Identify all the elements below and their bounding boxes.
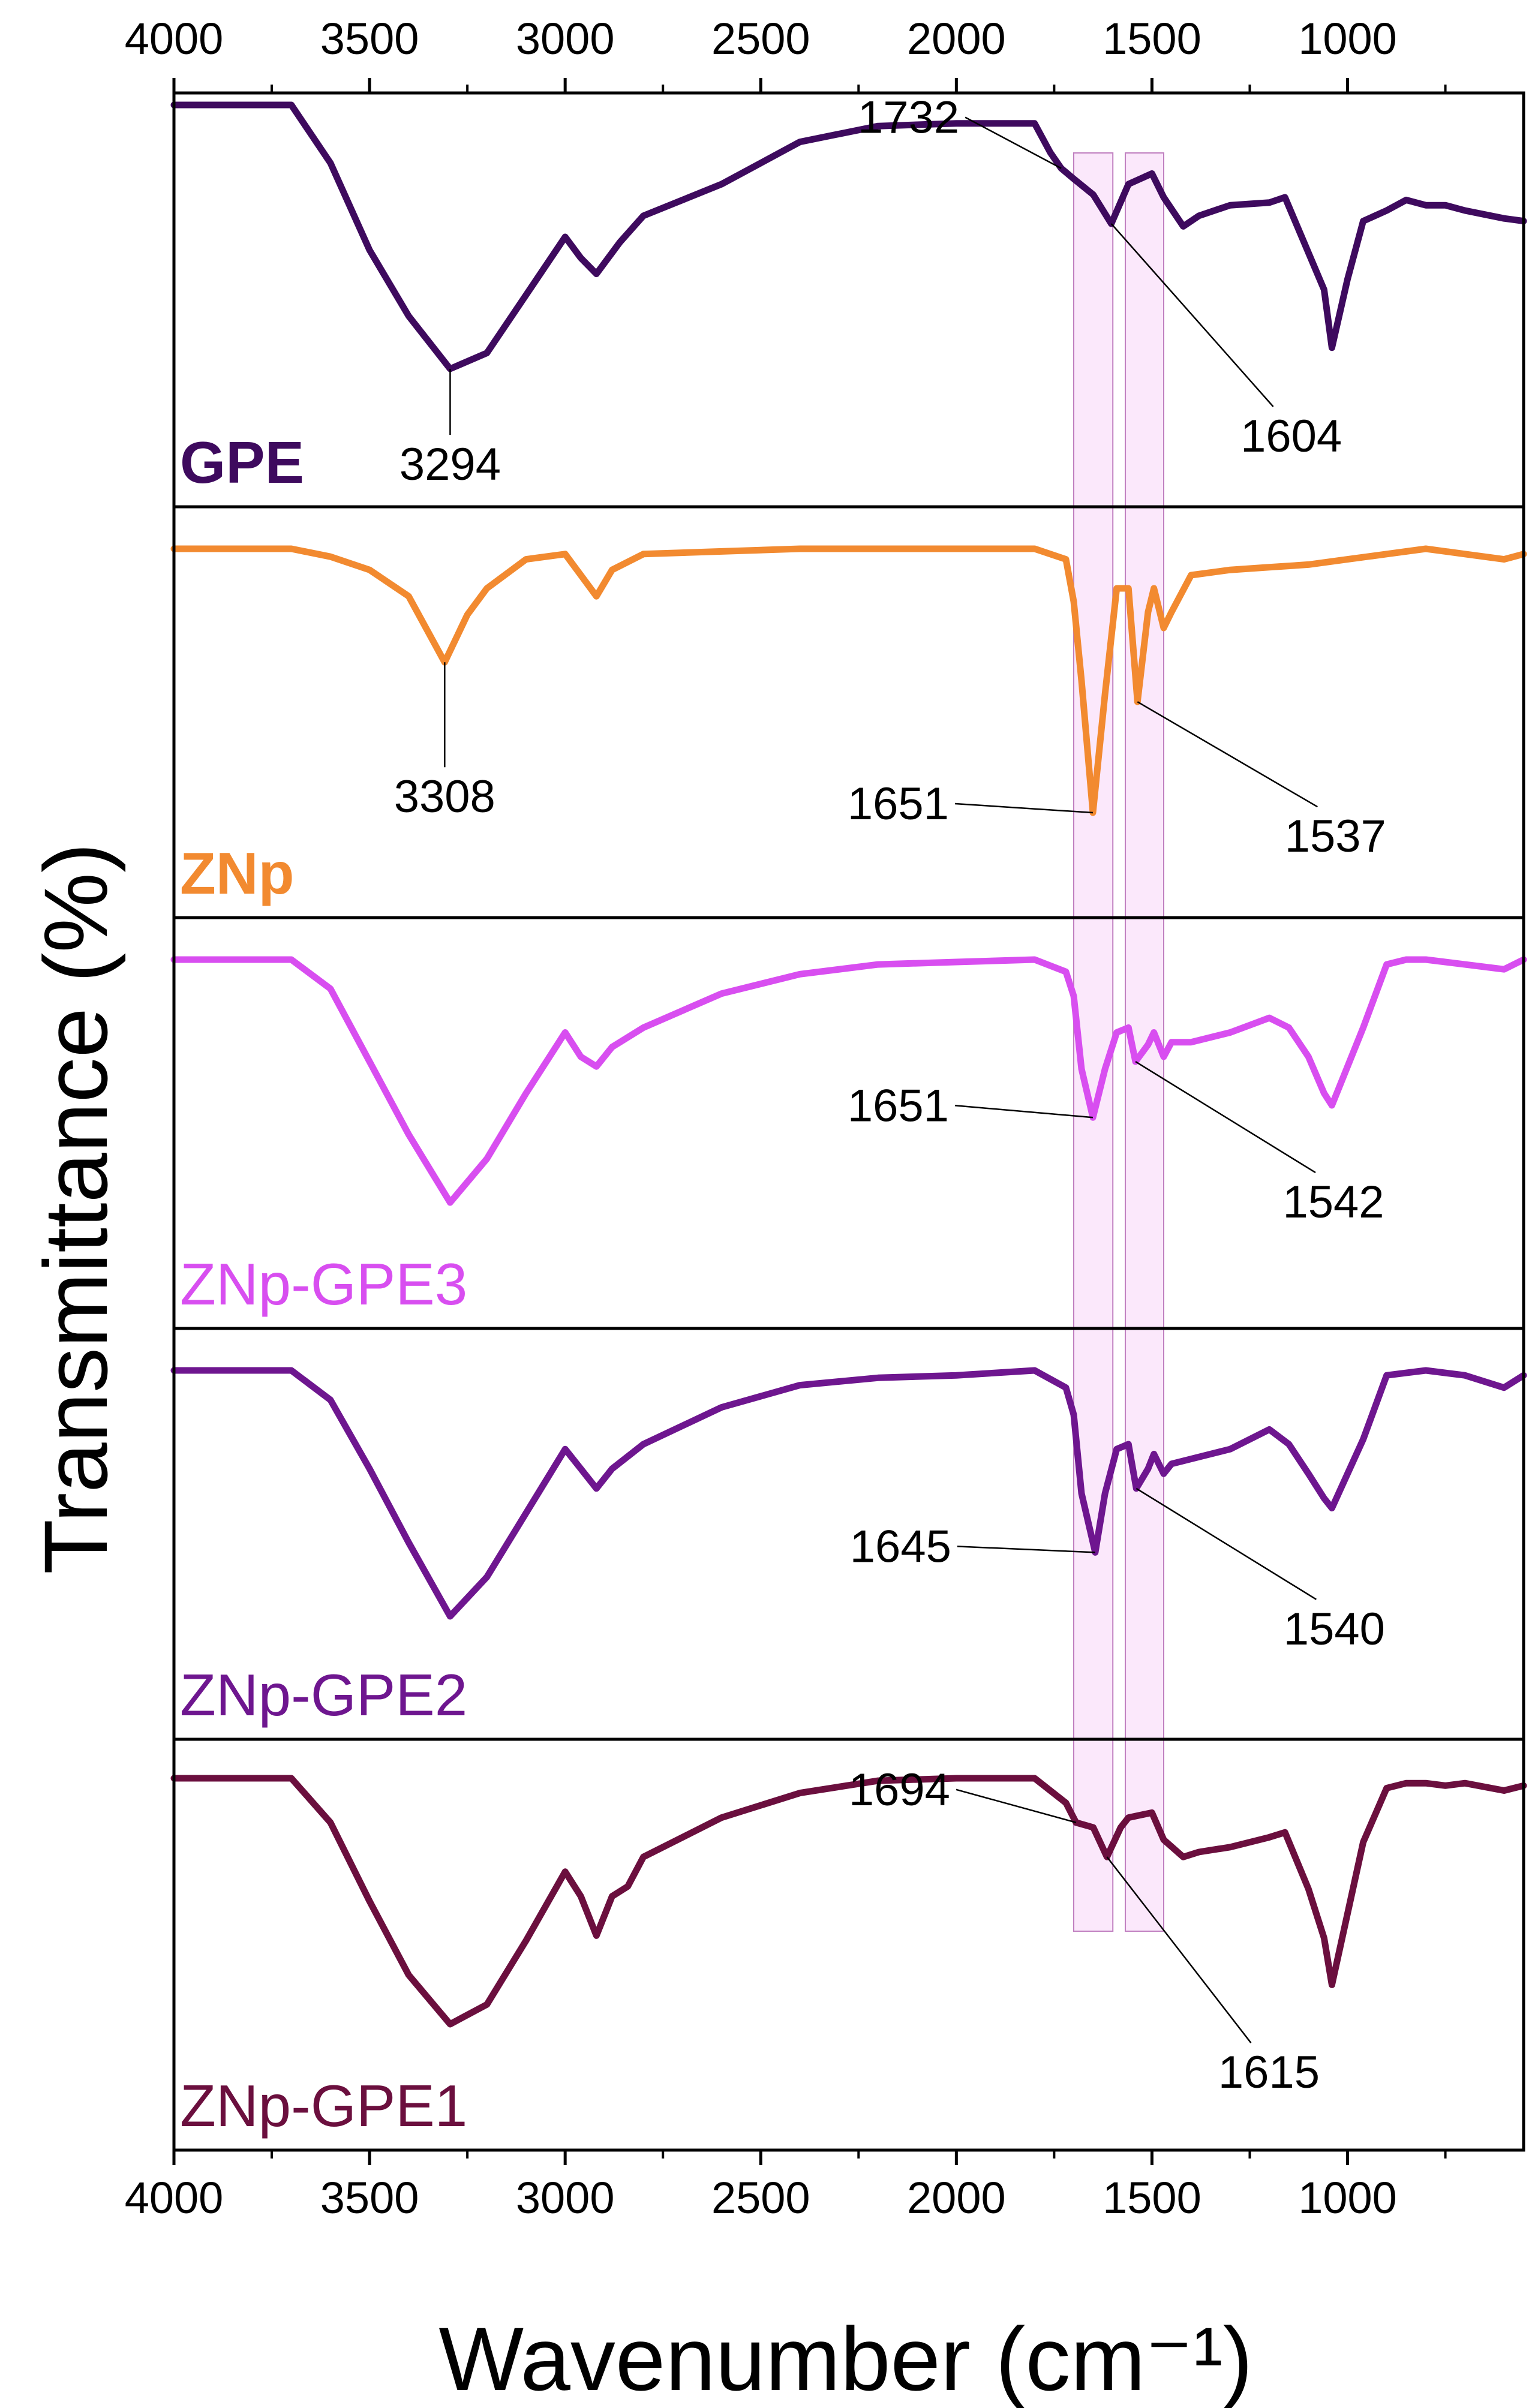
panel-frames [172, 91, 1525, 2152]
annotation-label-1540: 1540 [1284, 1604, 1385, 1655]
series-label-znp-gpe1: ZNp-GPE1 [180, 2073, 467, 2139]
annotation-label-1732: 1732 [858, 92, 959, 143]
annotation-label-1542: 1542 [1283, 1177, 1384, 1228]
annotation-label-1694: 1694 [849, 1764, 950, 1815]
x-tick-label-bottom-1500: 1500 [1103, 2173, 1201, 2223]
x-tick-label-top-1500: 1500 [1103, 14, 1201, 64]
axis-ticks: 4000 4000 3500 3500 3000 3000 2500 2500 2000 2000… [125, 14, 1447, 2223]
series-label-znp-gpe3: ZNp-GPE3 [180, 1251, 467, 1317]
x-tick-label-top-2000: 2000 [907, 14, 1006, 64]
annotation-leader-1540 [1136, 1487, 1317, 1600]
series-label-gpe: GPE [180, 429, 304, 495]
annotation-label-1651: 1651 [848, 778, 949, 829]
x-tick-label-bottom-3000: 3000 [516, 2173, 615, 2223]
annotation-label-1651: 1651 [848, 1080, 949, 1131]
annotation-leader-1615 [1106, 1856, 1252, 2043]
series-label-znp: ZNp [180, 840, 295, 906]
spectra [170, 101, 1527, 2028]
x-tick-label-bottom-4000: 4000 [125, 2173, 224, 2223]
x-tick-label-top-1000: 1000 [1298, 14, 1397, 64]
series-label-znp-gpe2: ZNp-GPE2 [180, 1662, 467, 1728]
y-axis-title: Transmittance (%) [25, 843, 126, 1574]
annotation-label-1615: 1615 [1218, 2047, 1320, 2098]
annotation-label-3308: 3308 [394, 771, 495, 822]
annotation-leader-1694 [956, 1788, 1077, 1824]
series-line-gpe [170, 101, 1527, 372]
series-line-znp [170, 545, 1527, 816]
annotation-leader-1732 [965, 116, 1062, 169]
annotation-label-1604: 1604 [1240, 411, 1342, 462]
x-tick-label-bottom-1000: 1000 [1298, 2173, 1397, 2223]
x-tick-label-bottom-2000: 2000 [907, 2173, 1006, 2223]
series-line-znp-gpe3 [170, 956, 1527, 1206]
x-tick-label-top-3000: 3000 [516, 14, 615, 64]
annotation-leader-1537 [1137, 701, 1318, 808]
annotation-leader-1651 [954, 802, 1094, 814]
peak-annotations: 3294 1732 1604 3308 1651 1537 1651 1542 1645 1540… [394, 92, 1386, 2099]
x-axis-title: Wavenumber (cm⁻¹) [438, 2308, 1252, 2408]
x-tick-label-top-2500: 2500 [711, 14, 810, 64]
x-tick-label-bottom-2500: 2500 [711, 2173, 810, 2223]
annotation-leader-1645 [957, 1546, 1095, 1553]
annotation-leader-1542 [1135, 1061, 1316, 1174]
annotation-leader-1651 [954, 1105, 1094, 1119]
x-tick-label-top-4000: 4000 [125, 14, 224, 64]
series-labels: GPE ZNp ZNp-GPE3 ZNp-GPE2 ZNp-GPE1 [180, 429, 467, 2139]
annotation-label-1537: 1537 [1285, 811, 1386, 862]
series-line-znp-gpe2 [170, 1367, 1527, 1620]
highlight-bands [1073, 152, 1164, 1932]
x-tick-label-top-3500: 3500 [320, 14, 419, 64]
annotation-label-1645: 1645 [850, 1521, 951, 1572]
annotation-leader-1604 [1110, 223, 1274, 407]
panel-frame-5 [172, 1737, 1525, 2152]
series-line-znp-gpe1 [170, 1775, 1527, 2028]
annotation-label-3294: 3294 [399, 439, 501, 490]
x-tick-label-bottom-3500: 3500 [320, 2173, 419, 2223]
